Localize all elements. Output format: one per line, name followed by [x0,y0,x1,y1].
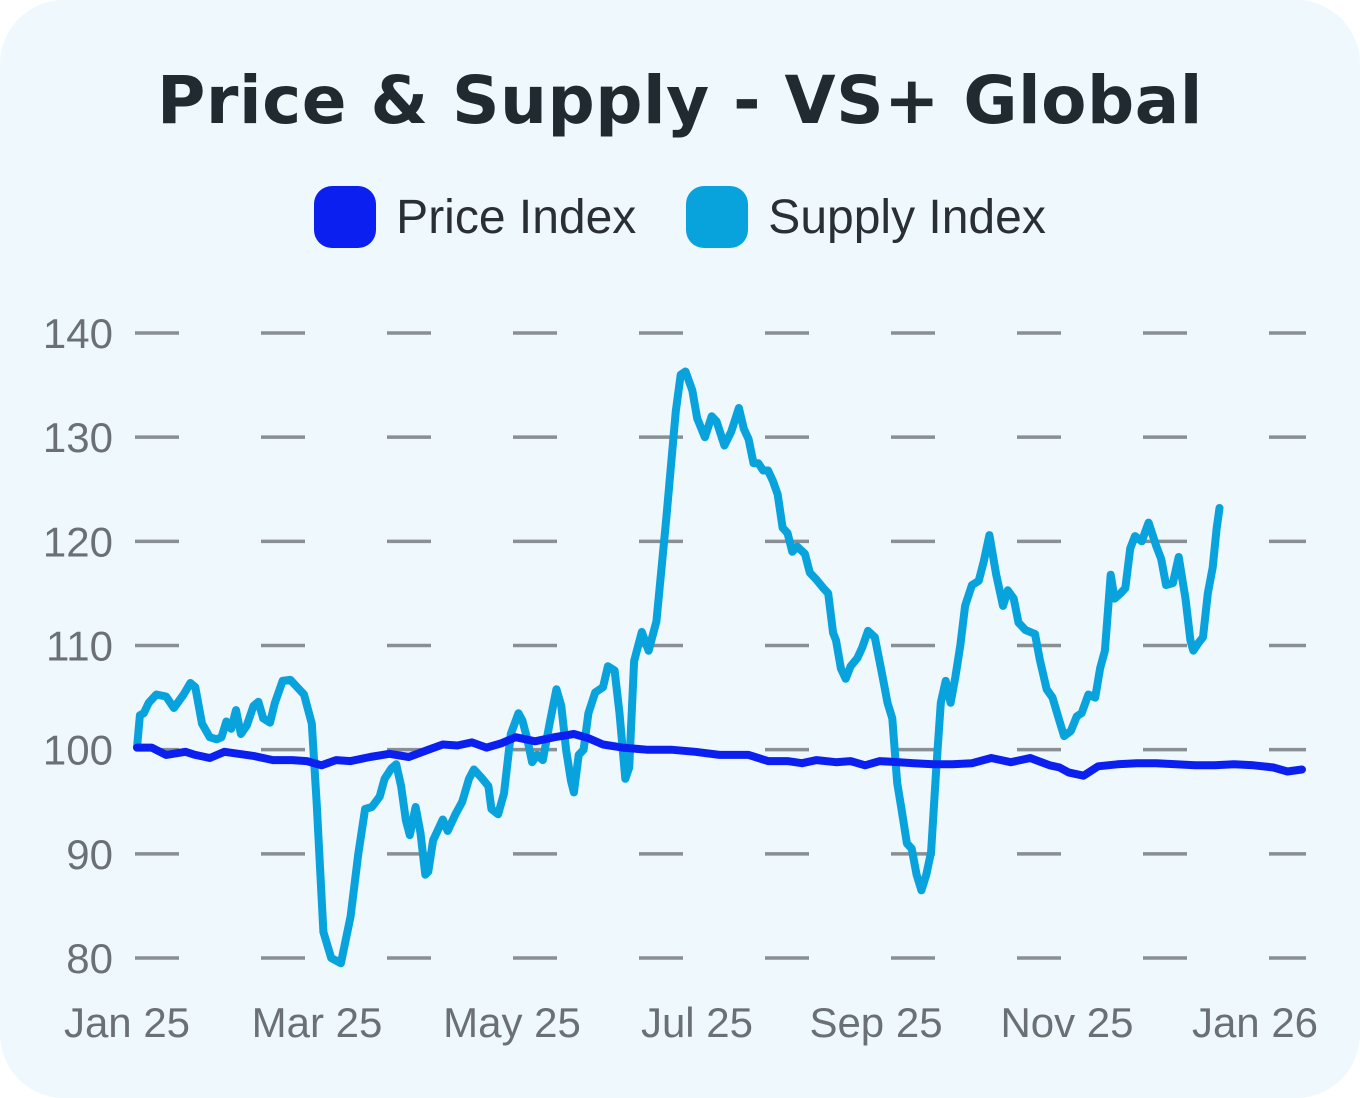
legend-swatch-price-index [314,186,377,248]
legend-swatch-supply-index [686,186,749,248]
x-tick-label: May 25 [443,999,581,1046]
legend-label-supply-index: Supply Index [768,190,1046,244]
x-axis-ticks: Jan 25 Mar 25 May 25 Jul 25 Sep 25 Nov 25 Jan … [64,999,1318,1046]
chart-legend: Price Index Supply Index [0,184,1360,250]
y-tick-label: 110 [46,623,113,670]
series-line-supply-index[interactable] [133,367,1224,968]
x-tick-label: Sep 25 [809,999,942,1046]
x-tick-label: Mar 25 [252,999,383,1046]
y-tick-label: 140 [43,310,113,357]
x-tick-label: Jan 26 [1192,999,1318,1046]
legend-label-price-index: Price Index [396,190,637,244]
series-line-price-index[interactable] [133,730,1306,780]
y-axis-ticks: 80 90 100 110 120 130 140 [43,310,113,982]
x-tick-label: Jan 25 [64,999,190,1046]
y-tick-label: 120 [43,518,113,565]
y-tick-label: 80 [66,935,113,982]
series-lines [133,367,1306,968]
y-tick-label: 100 [43,727,113,774]
x-tick-label: Nov 25 [1000,999,1133,1046]
legend-item-supply-index[interactable]: Supply Index [686,186,1046,248]
legend-item-price-index[interactable]: Price Index [314,186,636,248]
chart-title: Price & Supply - VS+ Global [157,62,1203,139]
y-tick-label: 130 [43,414,113,461]
x-tick-label: Jul 25 [641,999,753,1046]
y-tick-label: 90 [66,831,113,878]
